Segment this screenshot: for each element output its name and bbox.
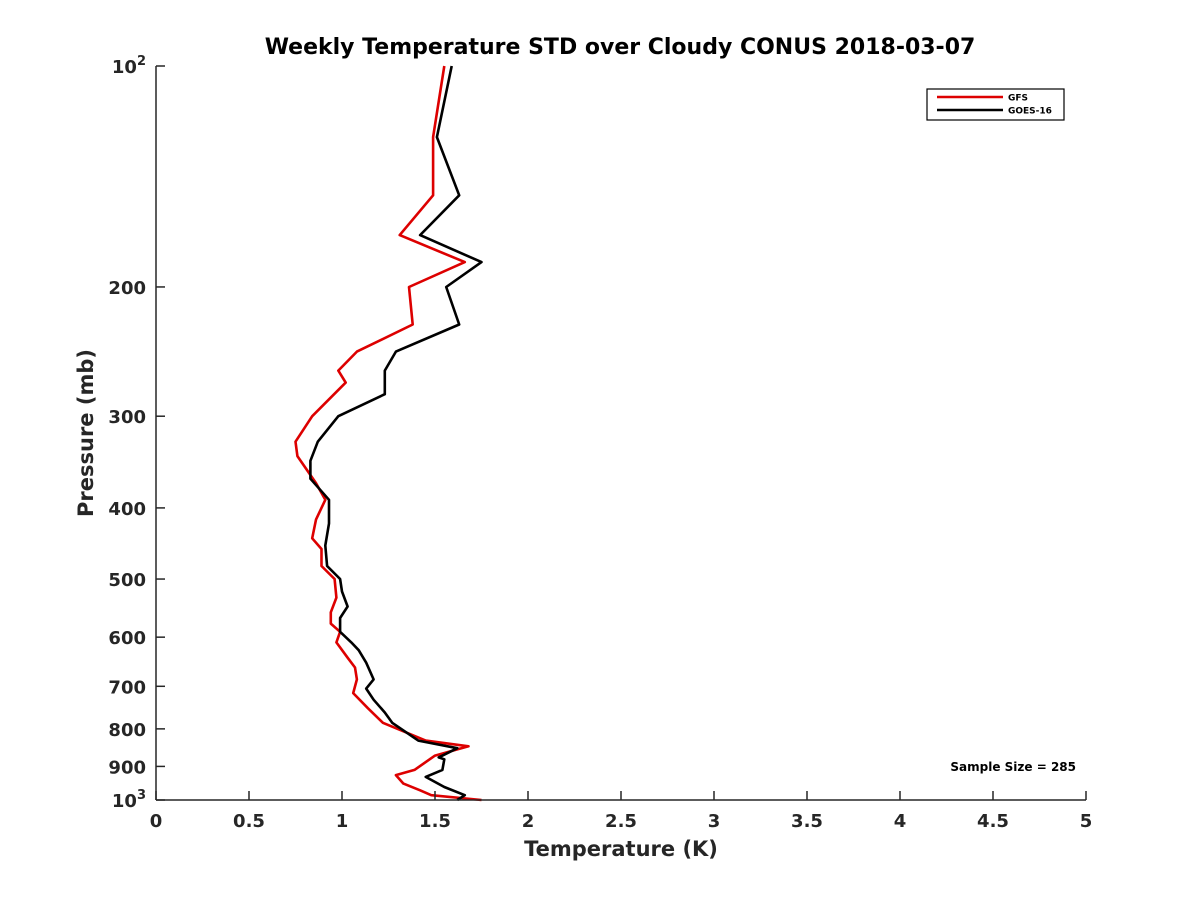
y-tick-label: 900 <box>108 757 146 778</box>
x-tick-label: 5 <box>1080 811 1093 832</box>
series-layer <box>294 65 483 802</box>
y-tick-label: 500 <box>108 570 146 591</box>
y-axis-label: Pressure (mb) <box>74 349 98 517</box>
x-tick-label: 0 <box>150 811 163 832</box>
x-tick-label: 1.5 <box>419 811 451 832</box>
x-tick-label: 3 <box>708 811 721 832</box>
x-tick-label: 0.5 <box>233 811 265 832</box>
legend-label-goes-16: GOES-16 <box>1008 107 1052 117</box>
x-tick-label: 1 <box>336 811 349 832</box>
plot-background <box>156 66 1086 800</box>
y-tick-label: 300 <box>108 407 146 428</box>
y-ticks: 102 200 300 400 500 600 700 800 900 103 <box>108 54 165 812</box>
y-tick-label: 700 <box>108 677 146 698</box>
x-ticks: 0 0.5 1 1.5 2 2.5 3 3.5 4 4.5 5 <box>150 791 1093 832</box>
x-tick-label: 4 <box>894 811 907 832</box>
x-tick-label: 3.5 <box>791 811 823 832</box>
plot-area <box>156 66 1086 800</box>
y-tick-label: 400 <box>108 499 146 520</box>
x-tick-label: 2 <box>522 811 535 832</box>
y-tick-exponent: 3 <box>137 788 146 803</box>
x-tick-label: 4.5 <box>977 811 1009 832</box>
y-tick-label: 800 <box>108 720 146 741</box>
y-tick-label: 102 <box>112 54 146 78</box>
chart-title: Weekly Temperature STD over Cloudy CONUS… <box>265 35 976 60</box>
legend-label-gfs: GFS <box>1008 94 1028 104</box>
y-tick-label: 200 <box>108 278 146 299</box>
legend: GFS GOES-16 <box>926 88 1065 121</box>
series-line-goes-16 <box>309 65 483 802</box>
x-tick-label: 2.5 <box>605 811 637 832</box>
y-tick-label: 103 <box>112 788 146 812</box>
y-tick-label: 600 <box>108 628 146 649</box>
x-axis-label: Temperature (K) <box>524 837 718 861</box>
legend-box <box>926 88 1065 121</box>
y-tick-exponent: 2 <box>137 54 146 69</box>
sample-size-annotation: Sample Size = 285 <box>950 760 1076 774</box>
